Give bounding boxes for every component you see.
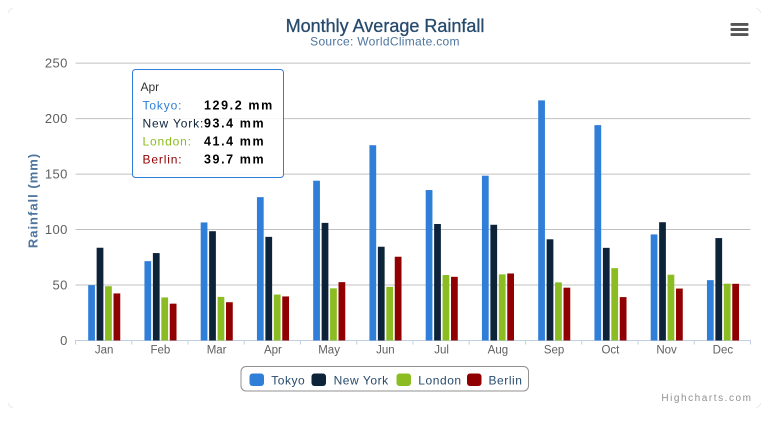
svg-text:Mar: Mar — [207, 345, 227, 357]
svg-text:Berlin:: Berlin: — [143, 153, 183, 167]
svg-text:Rainfall (mm): Rainfall (mm) — [26, 153, 41, 248]
svg-text:Jun: Jun — [376, 345, 395, 357]
svg-text:100: 100 — [45, 222, 68, 237]
svg-text:Oct: Oct — [601, 345, 620, 357]
svg-text:129.2 mm: 129.2 mm — [204, 99, 274, 113]
svg-text:Dec: Dec — [713, 345, 734, 357]
svg-text:93.4 mm: 93.4 mm — [204, 117, 265, 131]
svg-text:250: 250 — [45, 56, 68, 71]
svg-text:200: 200 — [45, 111, 68, 126]
svg-text:0: 0 — [60, 333, 68, 348]
svg-text:New York:: New York: — [143, 117, 205, 131]
svg-text:Sep: Sep — [544, 345, 564, 357]
svg-text:50: 50 — [53, 278, 68, 293]
svg-text:Source: WorldClimate.com: Source: WorldClimate.com — [310, 35, 460, 49]
svg-text:Aug: Aug — [488, 345, 508, 357]
svg-text:Monthly Average Rainfall: Monthly Average Rainfall — [286, 16, 485, 36]
svg-text:Apr: Apr — [264, 345, 282, 357]
svg-text:39.7 mm: 39.7 mm — [204, 153, 265, 167]
svg-text:Jul: Jul — [434, 345, 449, 357]
svg-text:Highcharts.com: Highcharts.com — [661, 393, 752, 404]
svg-text:London: London — [418, 373, 461, 387]
svg-text:Feb: Feb — [150, 345, 170, 357]
svg-text:Tokyo: Tokyo — [271, 373, 305, 387]
svg-text:Nov: Nov — [656, 345, 677, 357]
svg-text:150: 150 — [45, 167, 68, 182]
svg-text:May: May — [318, 345, 340, 357]
svg-text:41.4 mm: 41.4 mm — [204, 135, 265, 149]
svg-text:Tokyo:: Tokyo: — [143, 99, 183, 113]
svg-text:London:: London: — [143, 135, 192, 149]
svg-text:Jan: Jan — [95, 345, 114, 357]
svg-text:Berlin: Berlin — [489, 373, 523, 387]
svg-text:Apr: Apr — [141, 80, 160, 94]
svg-text:New York: New York — [334, 373, 390, 387]
